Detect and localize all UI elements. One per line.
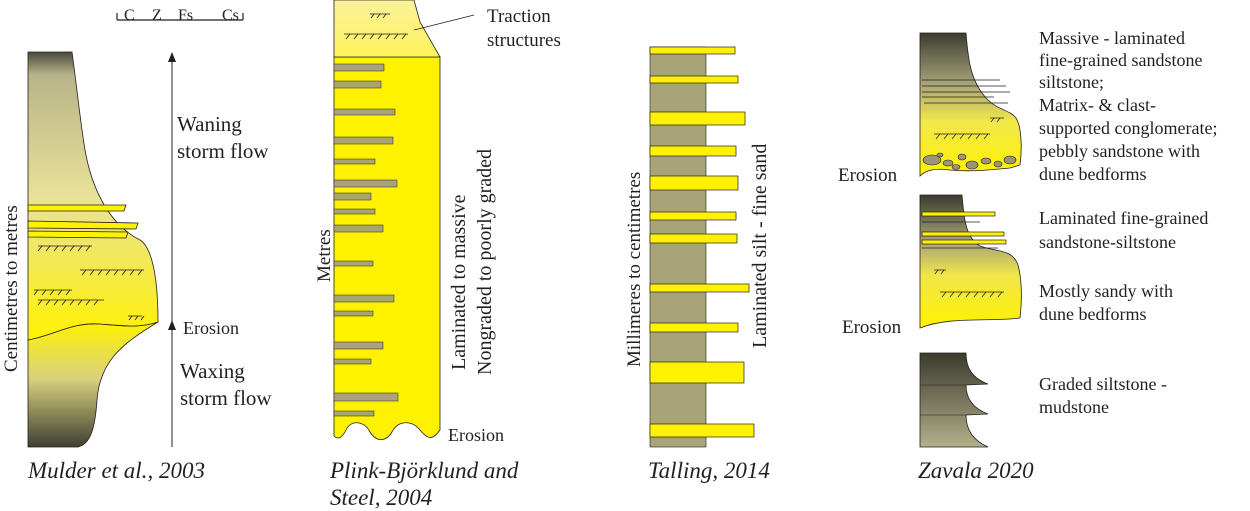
- grain-label-c: C: [124, 7, 135, 24]
- arrow-head-top: [168, 52, 176, 62]
- traction-label-2: structures: [487, 30, 561, 51]
- traction-lamination: [344, 13, 408, 40]
- zavala-unit1-text: Massive - laminated fine-grained sandsto…: [1039, 28, 1217, 184]
- text-line: Laminated fine-grained: [1039, 208, 1208, 228]
- text-line: pebbly sandstone with: [1039, 141, 1200, 161]
- plink-desc-2: Nongraded to poorly graded: [474, 149, 496, 375]
- mulder-erosion-label: Erosion: [183, 318, 239, 338]
- text-line: mudstone: [1039, 397, 1109, 417]
- zavala-unit-1: [919, 32, 1022, 177]
- talling-panel: Millimeres to centimetres Laminated silt…: [624, 46, 771, 483]
- plink-panel: Traction structures Metres Laminated to …: [314, 0, 561, 510]
- talling-caption: Talling, 2014: [648, 458, 770, 483]
- grain-label-cs: Cs: [222, 7, 239, 24]
- waxing-label-2: storm flow: [180, 386, 272, 410]
- zavala-laminations-2: [922, 221, 1004, 298]
- text-line: sandstone-siltstone: [1039, 232, 1176, 252]
- text-line: fine-grained sandstone: [1039, 50, 1202, 70]
- text-line: dune bedforms: [1039, 304, 1146, 324]
- traction-leader-line: [413, 14, 475, 31]
- mulder-axis-label: Centimetres to metres: [1, 205, 22, 372]
- sand-bed: [27, 220, 139, 230]
- plink-caption-1: Plink-Björklund and: [329, 458, 519, 483]
- grain-size-scale: C Z Fs Cs: [116, 7, 244, 24]
- mulder-caption: Mulder et al., 2003: [27, 458, 205, 483]
- zavala-unit4-text: Graded siltstone - mudstone: [1039, 374, 1167, 417]
- zavala-erosion-bottom: Erosion: [842, 317, 902, 338]
- talling-desc: Laminated silt - fine sand: [749, 144, 771, 348]
- zavala-sand-stringers: [921, 211, 1007, 245]
- plink-mud-layers: [333, 63, 399, 417]
- lamination-marks: [33, 245, 145, 321]
- grain-label-z: Z: [152, 7, 162, 24]
- grain-label-fs: Fs: [178, 7, 193, 24]
- zavala-unit-3: [919, 352, 989, 448]
- text-line: Matrix- & clast-: [1039, 95, 1156, 115]
- plink-caption-2: Steel, 2004: [330, 485, 432, 510]
- plink-erosion-label: Erosion: [448, 425, 504, 445]
- conglomerate-clasts: [922, 152, 1017, 170]
- zavala-erosion-top: Erosion: [838, 165, 898, 186]
- talling-axis-label: Millimeres to centimetres: [624, 172, 645, 367]
- talling-mud-column: [649, 46, 707, 448]
- waning-label-1: Waning: [177, 112, 242, 136]
- plink-desc-1: Laminated to massive: [448, 194, 470, 370]
- arrow-head-erosion: [168, 320, 176, 330]
- waning-label-2: storm flow: [177, 139, 269, 163]
- sand-bed: [27, 204, 127, 212]
- plink-traction-top: [333, 0, 441, 58]
- text-line: Massive - laminated: [1039, 28, 1185, 48]
- talling-sand-beds: [649, 46, 755, 438]
- text-line: siltstone;: [1039, 72, 1104, 92]
- text-line: supported conglomerate;: [1039, 118, 1217, 138]
- zavala-caption: Zavala 2020: [918, 458, 1034, 483]
- text-line: Graded siltstone -: [1039, 374, 1167, 394]
- zavala-laminations-1: [922, 79, 1010, 140]
- sand-bed: [27, 230, 129, 239]
- mulder-panel: C Z Fs Cs Centimetres to metres Waning s…: [1, 7, 272, 483]
- mulder-waning-body: [27, 51, 159, 341]
- text-line: dune bedforms: [1039, 164, 1146, 184]
- traction-label-1: Traction: [487, 6, 551, 27]
- zavala-unit2-text: Laminated fine-grained sandstone-siltsto…: [1039, 208, 1208, 252]
- zavala-unit3-text: Mostly sandy with dune bedforms: [1039, 281, 1173, 324]
- mulder-waxing-body: [27, 321, 159, 448]
- zavala-panel: Erosion Erosion Massive - laminated fine…: [838, 28, 1217, 483]
- waxing-label-1: Waxing: [180, 359, 245, 383]
- plink-axis-label: Metres: [314, 229, 335, 282]
- text-line: Mostly sandy with: [1039, 281, 1173, 301]
